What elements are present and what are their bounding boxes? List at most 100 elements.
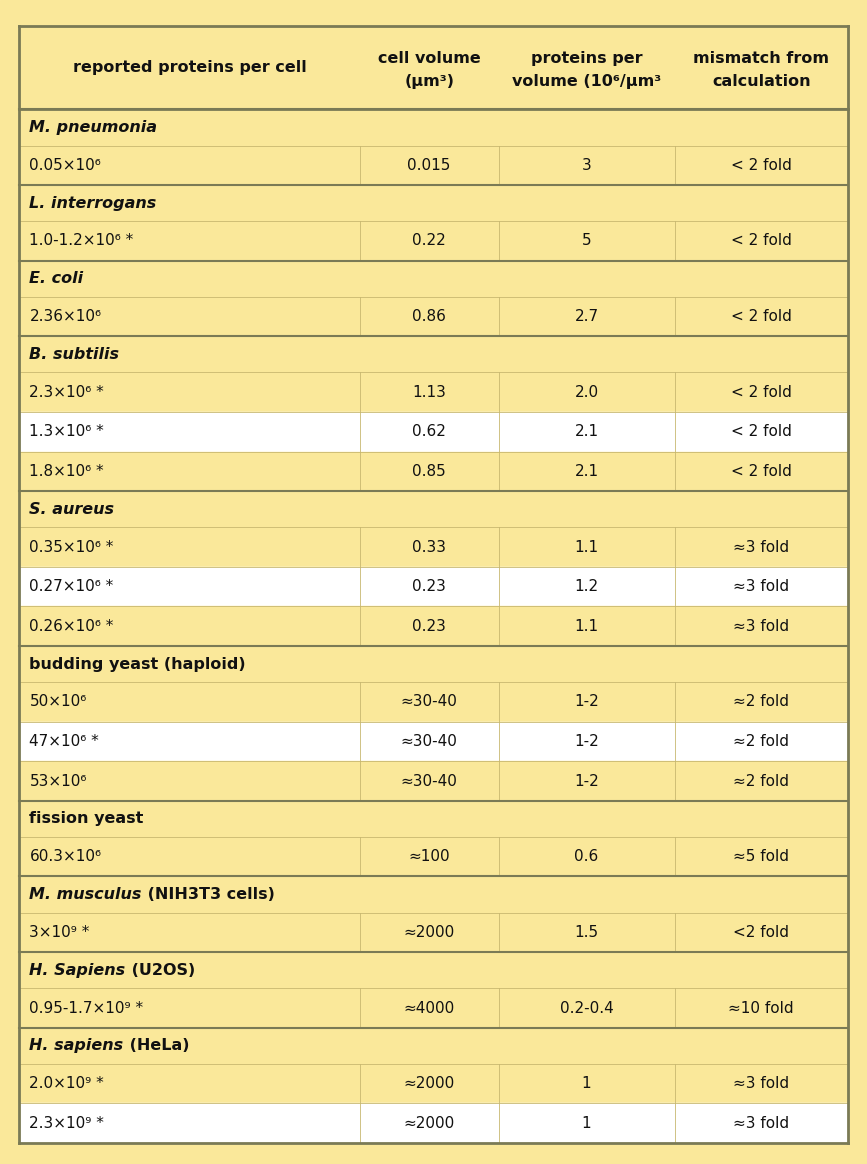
Bar xyxy=(19,491,848,527)
Text: B. subtilis: B. subtilis xyxy=(29,347,120,362)
Bar xyxy=(19,109,848,146)
Text: ≈5 fold: ≈5 fold xyxy=(733,850,789,864)
Bar xyxy=(19,26,848,109)
Text: ≈2 fold: ≈2 fold xyxy=(733,734,789,748)
Bar xyxy=(19,221,848,261)
Text: 0.85: 0.85 xyxy=(413,464,446,478)
Text: ≈3 fold: ≈3 fold xyxy=(733,1116,789,1130)
Text: < 2 fold: < 2 fold xyxy=(731,464,792,478)
Text: ≈3 fold: ≈3 fold xyxy=(733,580,789,594)
Text: L. interrogans: L. interrogans xyxy=(29,196,157,211)
Text: fission yeast: fission yeast xyxy=(29,811,144,826)
Text: ≈3 fold: ≈3 fold xyxy=(733,619,789,633)
Bar xyxy=(19,336,848,372)
Text: (U2OS): (U2OS) xyxy=(126,963,195,978)
Bar xyxy=(19,261,848,297)
Text: ≈10 fold: ≈10 fold xyxy=(728,1001,794,1015)
Text: ≈4000: ≈4000 xyxy=(403,1001,455,1015)
Bar xyxy=(19,913,848,952)
Text: 3: 3 xyxy=(582,158,591,172)
Text: 0.22: 0.22 xyxy=(413,234,446,248)
Bar xyxy=(19,837,848,876)
Text: 2.0×10⁹ *: 2.0×10⁹ * xyxy=(29,1077,104,1091)
Bar xyxy=(19,646,848,682)
Text: 0.33: 0.33 xyxy=(412,540,447,554)
Bar xyxy=(19,567,848,606)
Text: ≈2000: ≈2000 xyxy=(403,1116,455,1130)
Text: (μm³): (μm³) xyxy=(404,74,454,88)
Text: 2.1: 2.1 xyxy=(575,464,598,478)
Text: ≈2000: ≈2000 xyxy=(403,925,455,939)
Text: H. sapiens: H. sapiens xyxy=(29,1038,124,1053)
Text: 1.13: 1.13 xyxy=(412,385,447,399)
Text: 0.27×10⁶ *: 0.27×10⁶ * xyxy=(29,580,114,594)
Text: 2.36×10⁶: 2.36×10⁶ xyxy=(29,310,101,324)
Text: 0.95-1.7×10⁹ *: 0.95-1.7×10⁹ * xyxy=(29,1001,144,1015)
Text: < 2 fold: < 2 fold xyxy=(731,158,792,172)
Bar xyxy=(19,1103,848,1143)
Text: ≈100: ≈100 xyxy=(408,850,450,864)
Text: 0.05×10⁶: 0.05×10⁶ xyxy=(29,158,101,172)
Text: 0.015: 0.015 xyxy=(407,158,451,172)
Text: ≈2 fold: ≈2 fold xyxy=(733,695,789,709)
Text: < 2 fold: < 2 fold xyxy=(731,425,792,439)
Text: 1-2: 1-2 xyxy=(574,774,599,788)
Text: < 2 fold: < 2 fold xyxy=(731,385,792,399)
Text: (HeLa): (HeLa) xyxy=(124,1038,189,1053)
Bar xyxy=(19,761,848,801)
Text: < 2 fold: < 2 fold xyxy=(731,310,792,324)
Text: (NIH3T3 cells): (NIH3T3 cells) xyxy=(142,887,275,902)
Text: cell volume: cell volume xyxy=(378,51,480,65)
Bar xyxy=(19,952,848,988)
Text: mismatch from: mismatch from xyxy=(694,51,829,65)
Text: 50×10⁶: 50×10⁶ xyxy=(29,695,87,709)
Text: 0.86: 0.86 xyxy=(412,310,447,324)
Text: 3×10⁹ *: 3×10⁹ * xyxy=(29,925,90,939)
Text: 1-2: 1-2 xyxy=(574,695,599,709)
Bar xyxy=(19,372,848,412)
Text: ≈30-40: ≈30-40 xyxy=(401,774,458,788)
Bar xyxy=(19,452,848,491)
Text: 0.23: 0.23 xyxy=(412,580,447,594)
Bar xyxy=(19,297,848,336)
Text: 2.1: 2.1 xyxy=(575,425,598,439)
Text: 0.6: 0.6 xyxy=(575,850,598,864)
Text: 0.23: 0.23 xyxy=(412,619,447,633)
Text: 1-2: 1-2 xyxy=(574,734,599,748)
Text: <2 fold: <2 fold xyxy=(733,925,789,939)
Text: 2.7: 2.7 xyxy=(575,310,598,324)
Bar xyxy=(19,876,848,913)
Text: 0.62: 0.62 xyxy=(412,425,447,439)
Text: S. aureus: S. aureus xyxy=(29,502,114,517)
Text: M. pneumonia: M. pneumonia xyxy=(29,120,158,135)
Bar xyxy=(19,185,848,221)
Text: 5: 5 xyxy=(582,234,591,248)
Bar xyxy=(19,1064,848,1103)
Text: 53×10⁶: 53×10⁶ xyxy=(29,774,87,788)
Bar xyxy=(19,801,848,837)
Text: ≈30-40: ≈30-40 xyxy=(401,734,458,748)
Bar xyxy=(19,722,848,761)
Text: reported proteins per cell: reported proteins per cell xyxy=(73,61,306,74)
Text: proteins per: proteins per xyxy=(531,51,642,65)
Text: 1.2: 1.2 xyxy=(575,580,598,594)
Text: ≈3 fold: ≈3 fold xyxy=(733,1077,789,1091)
Text: 60.3×10⁶: 60.3×10⁶ xyxy=(29,850,101,864)
Text: 1: 1 xyxy=(582,1077,591,1091)
Text: 0.26×10⁶ *: 0.26×10⁶ * xyxy=(29,619,114,633)
Text: M. musculus: M. musculus xyxy=(29,887,142,902)
Bar xyxy=(19,412,848,452)
Text: ≈2 fold: ≈2 fold xyxy=(733,774,789,788)
Text: budding yeast (haploid): budding yeast (haploid) xyxy=(29,656,246,672)
Bar xyxy=(19,682,848,722)
Text: volume (10⁶/μm³: volume (10⁶/μm³ xyxy=(512,74,662,88)
Text: 1.3×10⁶ *: 1.3×10⁶ * xyxy=(29,425,104,439)
Bar xyxy=(19,527,848,567)
Text: 1.5: 1.5 xyxy=(575,925,598,939)
Bar xyxy=(19,988,848,1028)
Bar xyxy=(19,146,848,185)
Text: 0.35×10⁶ *: 0.35×10⁶ * xyxy=(29,540,114,554)
Text: 1: 1 xyxy=(582,1116,591,1130)
Text: 2.3×10⁹ *: 2.3×10⁹ * xyxy=(29,1116,104,1130)
Bar xyxy=(19,606,848,646)
